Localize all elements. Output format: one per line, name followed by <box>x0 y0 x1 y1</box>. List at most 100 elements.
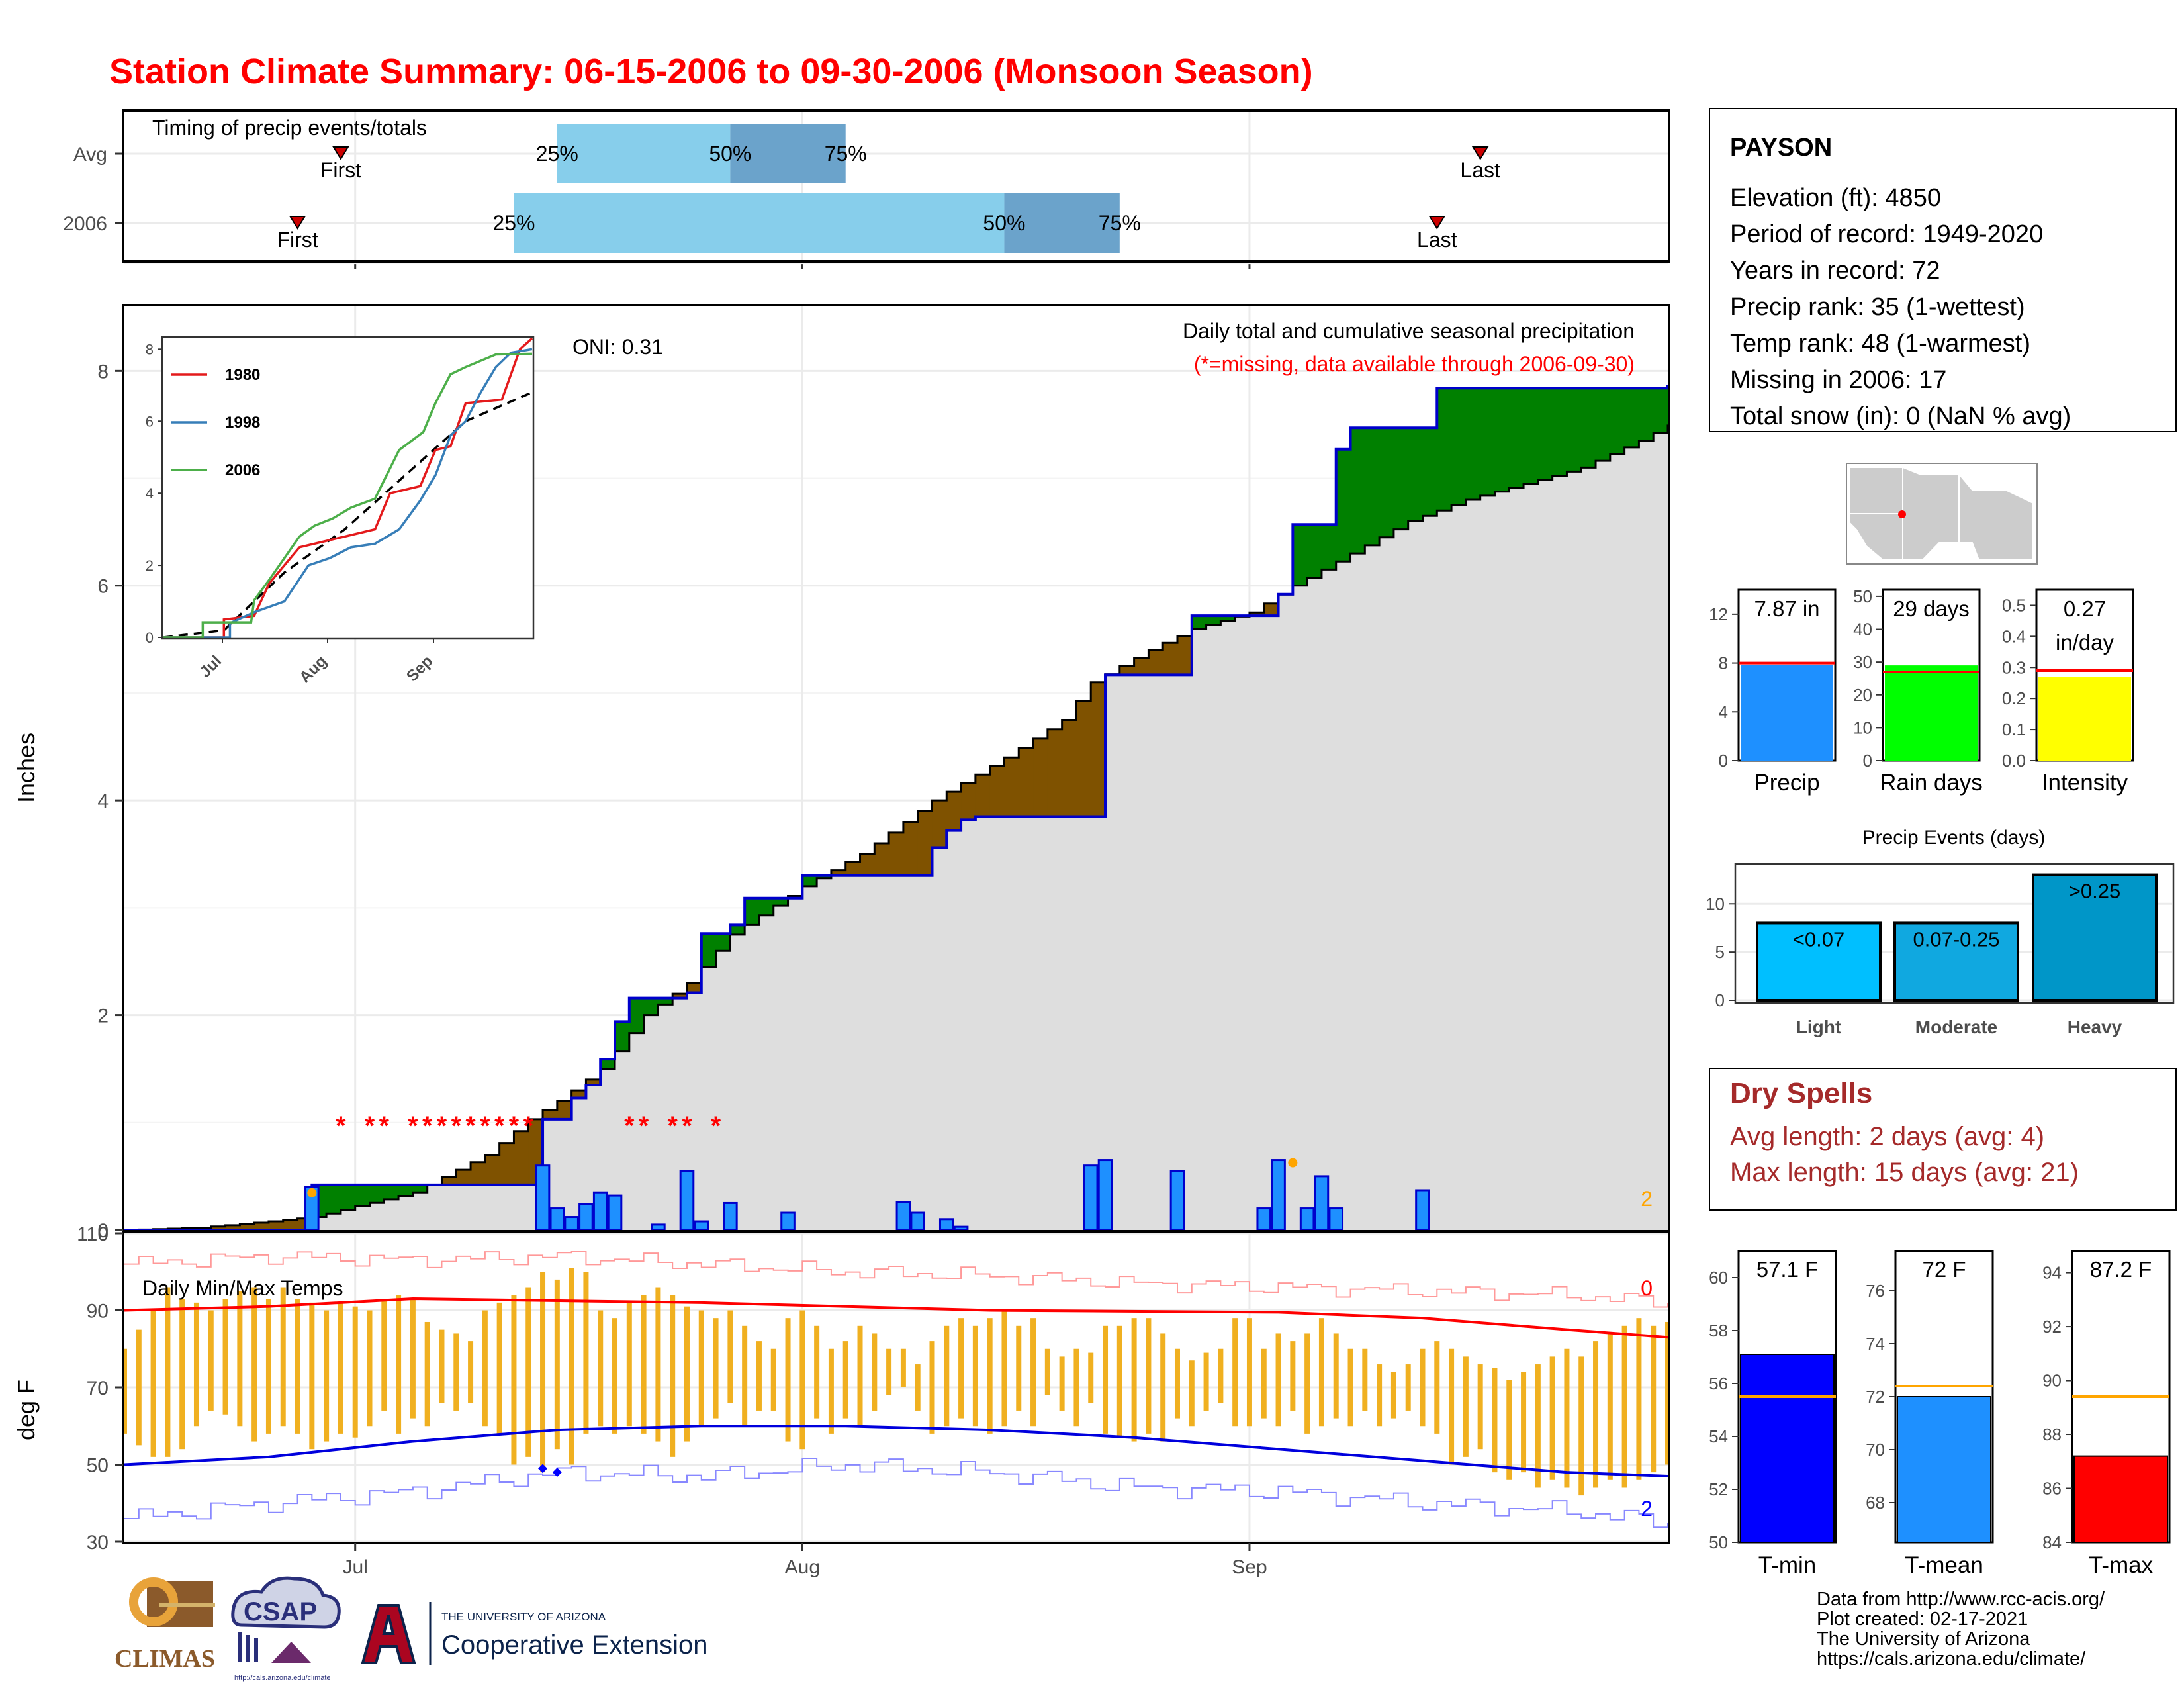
daily-temp-range-bar <box>468 1341 474 1403</box>
daily-temp-range-bar <box>496 1302 502 1434</box>
inset-frame <box>161 336 535 640</box>
daily-precip-bar <box>564 1216 579 1231</box>
record-max-line <box>124 1251 1668 1308</box>
precip-events-category: Moderate <box>1915 1017 1997 1037</box>
daily-precip-bar <box>535 1164 551 1231</box>
below-average-fill <box>456 1170 471 1185</box>
daily-temp-range-bar <box>756 1341 762 1411</box>
summary-bar-name: Precip <box>1754 770 1819 796</box>
above-average-fill <box>745 898 760 925</box>
daily-precip-bar <box>723 1201 738 1231</box>
below-average-fill <box>471 1162 486 1185</box>
missing-data-marker: * <box>451 1111 461 1141</box>
daily-temp-range-bar <box>1160 1333 1166 1442</box>
observed-cumulative-line <box>124 385 1669 1231</box>
temp-summary-value-label: 72 F <box>1922 1257 1966 1282</box>
below-average-fill <box>975 774 991 817</box>
daily-temp-range-bar <box>1146 1318 1152 1434</box>
chart-title: Station Climate Summary: 06-15-2006 to 0… <box>109 52 1313 91</box>
csap-bar-icon <box>254 1638 258 1662</box>
temp-x-tick-label: Aug <box>785 1556 820 1578</box>
below-average-fill <box>686 982 702 993</box>
daily-temp-range-bar <box>626 1302 632 1427</box>
summary-bar-tick-label: 50 <box>1853 586 1872 606</box>
missing-data-marker: * <box>422 1111 433 1141</box>
timing-row-label-year: 2006 <box>63 213 107 235</box>
daily-precip-bar <box>938 1218 954 1231</box>
below-average-fill <box>1119 666 1135 675</box>
daily-temp-range-bar <box>1621 1325 1627 1488</box>
temp-summary-fill <box>1740 1354 1835 1543</box>
summary-bar-fill <box>2038 677 2131 761</box>
temp-x-ticks: Jul Aug Sep <box>343 1543 1267 1578</box>
above-average-fill <box>340 1184 356 1210</box>
above-average-fill <box>1206 616 1221 625</box>
below-average-fill <box>1062 720 1077 817</box>
daily-temp-range-bar <box>1103 1325 1109 1434</box>
below-average-fill <box>514 1131 529 1185</box>
precip-events-bar <box>1756 921 1882 1002</box>
below-average-fill <box>571 1090 587 1098</box>
above-average-fill <box>1422 428 1437 516</box>
daily-temp-range-bar <box>439 1329 445 1403</box>
summary-bar-tick-label: 30 <box>1853 652 1872 672</box>
map-region-shape <box>1849 467 2034 561</box>
below-average-fill <box>1148 650 1163 675</box>
below-average-fill <box>557 1101 572 1119</box>
climas-logo-text: CLIMAS <box>114 1645 215 1673</box>
above-average-fill <box>658 998 673 1005</box>
daily-temp-range-bar <box>1059 1356 1065 1411</box>
precip-events-bar <box>1893 921 2019 1002</box>
daily-precip-bar <box>578 1203 594 1231</box>
daily-temp-range-bar <box>381 1299 387 1411</box>
below-average-fill <box>932 800 947 848</box>
daily-temp-range-bar <box>1218 1348 1224 1403</box>
above-average-fill <box>643 998 659 1015</box>
record-min-line <box>124 1457 1668 1528</box>
csap-logo-text: CSAP <box>244 1597 317 1626</box>
below-average-fill <box>268 1221 284 1230</box>
missing-data-marker: * <box>494 1111 505 1141</box>
station-detail-line: Period of record: 1949-2020 <box>1730 220 2043 248</box>
temp-y-tick-label: 50 <box>87 1455 109 1477</box>
inset-y-tick-label: 4 <box>146 485 154 502</box>
precip-events-frame <box>1734 863 2175 1004</box>
daily-temp-range-bar <box>727 1310 733 1403</box>
timing-panel: 25% 50% 75% First Last 25% 50% 75% First Last Tim… <box>63 109 1670 269</box>
daily-precip-bar <box>1415 1189 1430 1231</box>
temp-summary-tick-label: 74 <box>1866 1334 1885 1354</box>
missing-data-marker: * <box>624 1111 635 1141</box>
precip-events-tick-label: 10 <box>1706 894 1725 914</box>
below-average-fill <box>543 1110 558 1119</box>
summary-bar-tick-label: 0.5 <box>2002 595 2026 615</box>
last-event-label: Last <box>1460 158 1500 182</box>
daily-temp-range-bar <box>324 1310 330 1442</box>
summary-bar-tick-label: 0 <box>1719 751 1728 771</box>
daily-temp-range-bar <box>987 1318 993 1434</box>
temp-summary-tick-label: 88 <box>2042 1425 2062 1444</box>
temp-x-tick-label: Sep <box>1232 1556 1267 1578</box>
temp-y-tick-label: 30 <box>87 1532 109 1554</box>
temp-y-tick-label: 110 <box>77 1223 109 1245</box>
daily-temp-range-bar <box>352 1306 358 1438</box>
daily-temp-range-bar <box>208 1310 214 1411</box>
below-average-fill <box>1177 635 1193 675</box>
daily-precip-bar <box>607 1194 623 1231</box>
inset-bg <box>162 337 533 639</box>
above-average-fill <box>715 933 731 951</box>
daily-precip-bar <box>910 1211 925 1231</box>
precip-events-tick-label: 0 <box>1715 990 1725 1010</box>
above-average-fill <box>1350 428 1365 554</box>
temp-caption: Daily Min/Max Temps <box>142 1276 343 1300</box>
daily-temp-range-bar <box>612 1318 618 1434</box>
inset-legend-label: 1998 <box>225 414 260 432</box>
first-event-label: First <box>320 158 361 182</box>
daily-temp-range-bar <box>1246 1318 1252 1427</box>
precip-marks: * * * * * * * * * * * * * * * * * <box>124 385 1669 1231</box>
station-info-box: PAYSON Elevation (ft): 4850 Period of rec… <box>1709 108 2177 432</box>
missing-data-marker: * <box>365 1111 375 1141</box>
daily-temp-range-bar <box>842 1341 848 1419</box>
above-average-fill <box>730 925 745 935</box>
precip-caption: Daily total and cumulative seasonal prec… <box>1183 319 1635 343</box>
daily-temp-range-bar <box>1275 1333 1281 1427</box>
